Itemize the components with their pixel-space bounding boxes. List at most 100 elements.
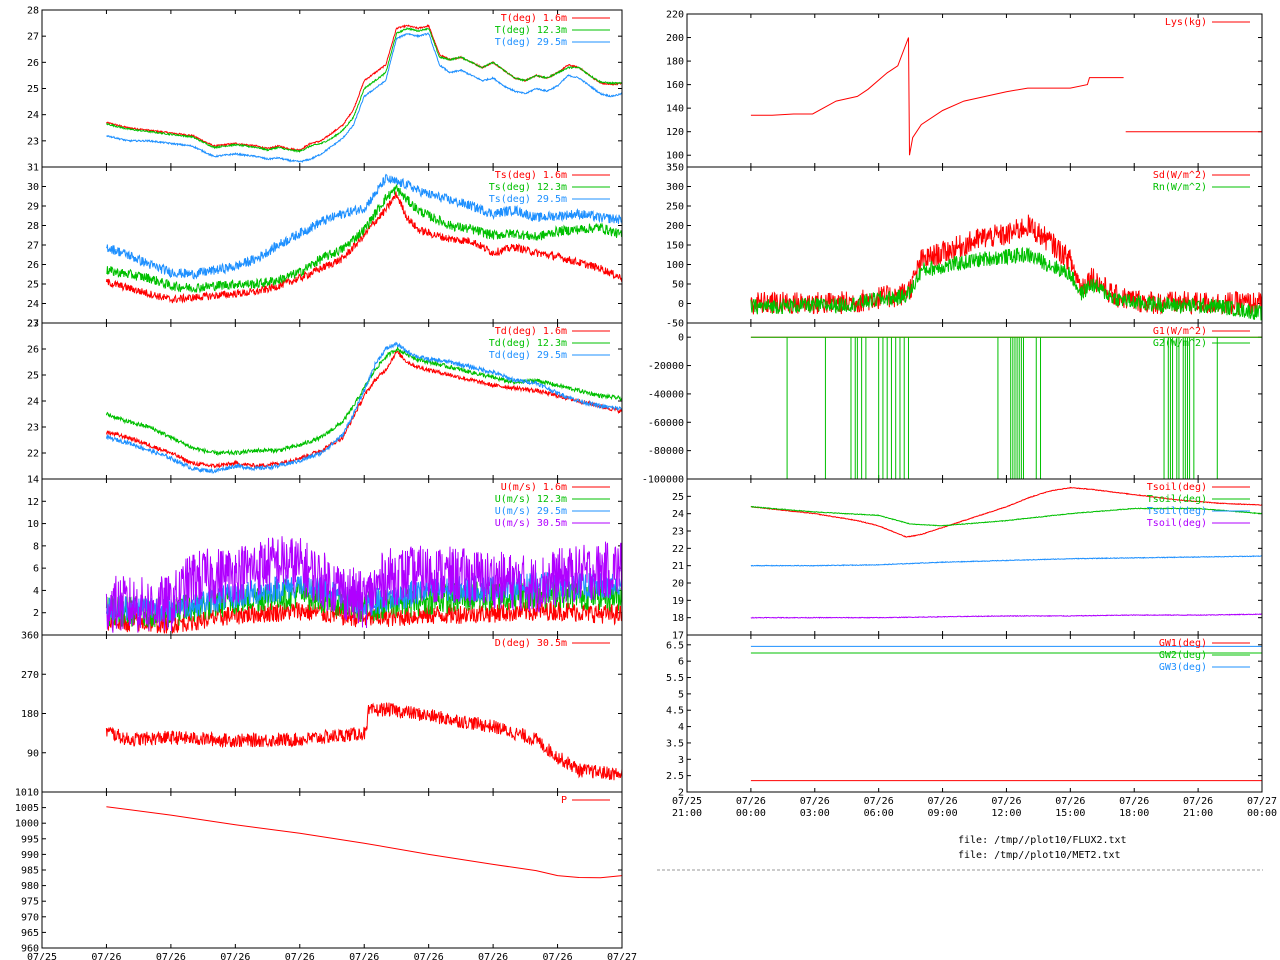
panel-press: 960 965 970 975 980 985 990 995 1000 1005 1010 P <box>15 788 623 955</box>
y-tick-label: 27 <box>27 241 39 252</box>
y-tick-label: 25 <box>27 84 39 95</box>
x-tick-label-date: 07/26 <box>1055 796 1085 807</box>
series-line-dew-0 <box>105 349 622 469</box>
legend-label: T(deg) 29.5m <box>495 37 567 48</box>
y-tick-label: 160 <box>666 80 684 91</box>
y-tick-label: -60000 <box>648 418 684 429</box>
y-tick-label: 23 <box>27 319 39 330</box>
x-tick-label-date: 07/26 <box>1119 796 1149 807</box>
y-tick-label: 24 <box>672 509 684 520</box>
x-tick-label-date: 07/26 <box>156 952 186 960</box>
y-tick-label: 200 <box>666 33 684 44</box>
legend-label: D(deg) 30.5m <box>495 638 567 649</box>
y-tick-label: 25 <box>672 492 684 503</box>
legend-label: Ts(deg) 12.3m <box>489 182 567 193</box>
series-line-dew-2 <box>105 341 622 474</box>
series-line-rad-0 <box>750 214 1262 316</box>
panel-frame <box>686 634 1263 793</box>
y-tick-label: 965 <box>21 928 39 939</box>
y-tick-label: 350 <box>666 163 684 174</box>
legend-label: Td(deg) 29.5m <box>489 350 567 361</box>
legend-label: GW3(deg) <box>1159 662 1207 673</box>
x-tick-label-time: 03:00 <box>800 808 830 819</box>
x-tick-label-time: 18:00 <box>1119 808 1149 819</box>
x-tick-label-time: 06:00 <box>864 808 894 819</box>
y-tick-label: 180 <box>666 57 684 68</box>
legend-label: Tsoil(deg) <box>1147 494 1207 505</box>
x-tick-label-date: 07/26 <box>414 952 444 960</box>
legend-label: G1(W/m^2) <box>1153 326 1207 337</box>
y-tick-label: 1000 <box>15 819 39 830</box>
y-tick-label: 29 <box>27 202 39 213</box>
y-tick-label: 6.5 <box>666 640 684 651</box>
series-line-soil-3 <box>750 613 1262 619</box>
y-tick-label: 960 <box>21 944 39 955</box>
y-tick-label: 12 <box>27 497 39 508</box>
panel-frame <box>41 791 623 949</box>
series-line-dew-1 <box>105 345 622 457</box>
y-tick-label: 100 <box>666 151 684 162</box>
x-tick-label-date: 07/25 <box>672 796 702 807</box>
legend-label: Ts(deg) 1.6m <box>495 170 567 181</box>
y-tick-label: 22 <box>27 449 39 460</box>
series-line-press-0 <box>106 806 622 879</box>
y-tick-label: 21 <box>672 561 684 572</box>
y-tick-label: 980 <box>21 881 39 892</box>
panel-rad: -50 0 50 100 150 200 250 300 350 Sd(W/m^2)Rn(W/m^… <box>666 163 1263 330</box>
x-tick-label-date: 07/26 <box>91 952 121 960</box>
y-tick-label: 360 <box>21 631 39 642</box>
y-tick-label: 3.5 <box>666 738 684 749</box>
y-tick-label: 27 <box>27 319 39 330</box>
y-tick-label: 24 <box>27 110 39 121</box>
y-tick-label: 3 <box>678 755 684 766</box>
series-line-temp-1 <box>106 26 622 153</box>
x-tick-label-date: 07/26 <box>285 952 315 960</box>
y-tick-label: 2 <box>678 788 684 799</box>
x-tick-label-date: 07/27 <box>1247 796 1277 807</box>
legend-label: Tsoil(deg) <box>1147 518 1207 529</box>
legend-label: Lys(kg) <box>1165 17 1207 28</box>
panel-soil: 171819202122232425Tsoil(deg)Tsoil(deg)Ts… <box>672 478 1263 642</box>
x-tick-label-date: 07/26 <box>864 796 894 807</box>
y-tick-label: 26 <box>27 260 39 271</box>
series-line-soil-0 <box>750 486 1262 538</box>
y-tick-label: -50 <box>666 319 684 330</box>
legend-label: Td(deg) 1.6m <box>495 326 567 337</box>
x-tick-label-time: 09:00 <box>928 808 958 819</box>
legend-label: Tsoil(deg) <box>1147 482 1207 493</box>
x-tick-label-date: 07/26 <box>928 796 958 807</box>
series-line-wind-3 <box>105 536 622 633</box>
y-tick-label: 5 <box>678 689 684 700</box>
y-tick-label: 23 <box>27 423 39 434</box>
legend-label: GW1(deg) <box>1159 638 1207 649</box>
y-tick-label: 17 <box>672 631 684 642</box>
y-tick-label: 26 <box>27 58 39 69</box>
y-tick-label: 26 <box>27 345 39 356</box>
series-line-tsonic-0 <box>105 191 622 304</box>
y-tick-label: 2.5 <box>666 771 684 782</box>
x-tick-label-time: 21:00 <box>1183 808 1213 819</box>
y-tick-label: 31 <box>27 163 39 174</box>
y-tick-label: 22 <box>672 544 684 555</box>
y-tick-label: 120 <box>666 127 684 138</box>
series-line-rad-1 <box>750 246 1262 321</box>
y-tick-label: 995 <box>21 834 39 845</box>
y-tick-label: 28 <box>27 221 39 232</box>
x-tick-label-date: 07/27 <box>607 952 637 960</box>
y-tick-label: 19 <box>672 596 684 607</box>
y-tick-label: 6 <box>33 564 39 575</box>
legend-label: Sd(W/m^2) <box>1153 170 1207 181</box>
y-tick-label: 985 <box>21 866 39 877</box>
y-tick-label: 20 <box>672 579 684 590</box>
y-tick-label: 10 <box>27 519 39 530</box>
panel-dir: 90 180 270 360 D(deg) 30.5m <box>21 631 623 793</box>
file-note-met: file: /tmp//plot10/MET2.txt <box>958 850 1121 861</box>
series-line-dir-0 <box>105 702 622 781</box>
y-tick-label: 5.5 <box>666 673 684 684</box>
y-tick-label: 270 <box>21 670 39 681</box>
y-tick-label: 50 <box>672 280 684 291</box>
legend-label: GW2(deg) <box>1159 650 1207 661</box>
